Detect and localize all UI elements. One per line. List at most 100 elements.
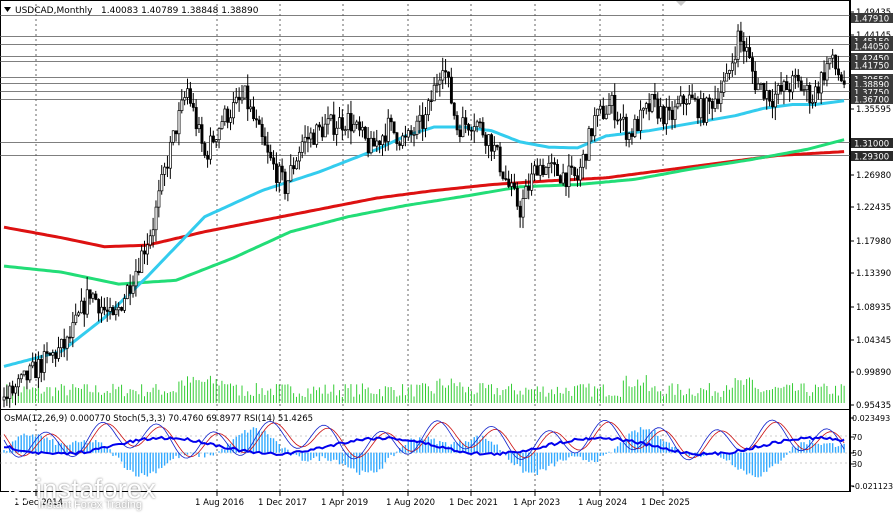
time-tick-label: 1 Dec 2014 [14, 498, 63, 508]
candle-body [461, 117, 465, 138]
candle-body [295, 160, 299, 170]
candle-body [447, 71, 450, 78]
candle-body [725, 72, 729, 82]
candle-body [773, 93, 777, 108]
candle-body [837, 68, 840, 76]
candle-body [355, 121, 359, 125]
time-axis: 1 Dec 2014 1 Aug 2016 1 Dec 2017 1 Apr 2019… [14, 492, 690, 508]
collapse-triangle-icon[interactable] [4, 7, 11, 12]
candle-body [498, 146, 502, 173]
candle-body [22, 370, 26, 376]
candle-body [782, 81, 786, 92]
candle-body [550, 162, 554, 164]
candle-body [375, 140, 379, 147]
candle-body [464, 117, 468, 125]
oscillator-header: OsMA(12,26,9) 0.000770 Stoch(5,3,3) 70.4… [4, 414, 313, 424]
candle-body [111, 307, 115, 316]
time-tick-label: 1 Aug 2020 [386, 498, 435, 508]
price-tag-box [851, 87, 893, 97]
candle-body [105, 309, 109, 312]
grid-lines [0, 0, 851, 492]
candle-body [315, 124, 319, 145]
candle-body [378, 140, 382, 146]
candle-body [839, 74, 843, 82]
candle-body [131, 285, 135, 294]
candle-body [710, 100, 714, 109]
price-tag-box [851, 53, 893, 63]
candle-body [68, 336, 72, 339]
candle-body [624, 116, 628, 140]
candle-body [495, 144, 499, 148]
candle-body [693, 97, 697, 100]
price-tag-box [851, 138, 893, 148]
candle-body [504, 178, 508, 180]
candle-body [71, 322, 75, 338]
candle-body [642, 107, 645, 111]
candle-body [266, 144, 270, 153]
candle-body [794, 74, 797, 77]
candle-body [558, 175, 562, 184]
candle-body [728, 70, 731, 74]
candle-body [220, 121, 224, 129]
candle-body [14, 386, 18, 394]
symbol-title: USDCAD,Monthly [15, 6, 93, 16]
candle-body [234, 96, 238, 103]
candle-body [510, 182, 514, 187]
scroll-marker-icon[interactable] [676, 1, 686, 6]
candle-body [736, 30, 740, 60]
candle-body [771, 100, 774, 108]
candle-body [538, 164, 542, 176]
candle-body [470, 129, 473, 132]
candle-body [226, 108, 230, 123]
candle-body [45, 351, 49, 354]
candle-body [811, 101, 815, 104]
candle-body [94, 293, 98, 300]
candle-body [670, 109, 674, 120]
candle-body [733, 58, 737, 64]
candle-body [722, 80, 726, 93]
candle-body [487, 134, 491, 146]
candle-body [513, 182, 516, 189]
candle-body [186, 88, 190, 98]
candle-body [59, 338, 63, 349]
candle-body [369, 137, 373, 154]
candle-body [756, 83, 760, 91]
candle-body [246, 85, 250, 110]
candle-body [535, 165, 539, 176]
ema-fast-line [3, 99, 845, 368]
candle-body [412, 134, 416, 136]
candle-body [705, 97, 709, 123]
candle-body [389, 117, 393, 123]
candle-body [616, 119, 620, 122]
candle-body [665, 106, 668, 125]
candle-body [590, 128, 594, 137]
candle-body [444, 70, 448, 73]
candle-body [406, 130, 410, 138]
candle-body [88, 289, 92, 299]
candle-body [252, 106, 256, 120]
candle-body [842, 80, 846, 85]
candle-body [154, 206, 158, 231]
candle-body [381, 135, 385, 146]
candle-body [338, 117, 342, 129]
candle-body [521, 198, 525, 218]
candle-body [48, 353, 52, 356]
price-tag-box [851, 79, 893, 89]
candle-body [329, 114, 333, 120]
candle-body [699, 98, 703, 119]
candle-body [449, 76, 453, 104]
candle-body [232, 102, 235, 119]
candle-body [303, 136, 307, 143]
candle-body [283, 171, 287, 194]
candle-body [25, 370, 29, 381]
candle-body [751, 57, 754, 72]
candle-body [762, 83, 766, 99]
candle-body [386, 117, 390, 142]
candle-body [352, 123, 356, 132]
candle-body [372, 137, 376, 147]
candle-body [653, 94, 657, 100]
candle-body [237, 96, 241, 101]
candle-body [610, 94, 614, 106]
candle-body [452, 102, 456, 116]
